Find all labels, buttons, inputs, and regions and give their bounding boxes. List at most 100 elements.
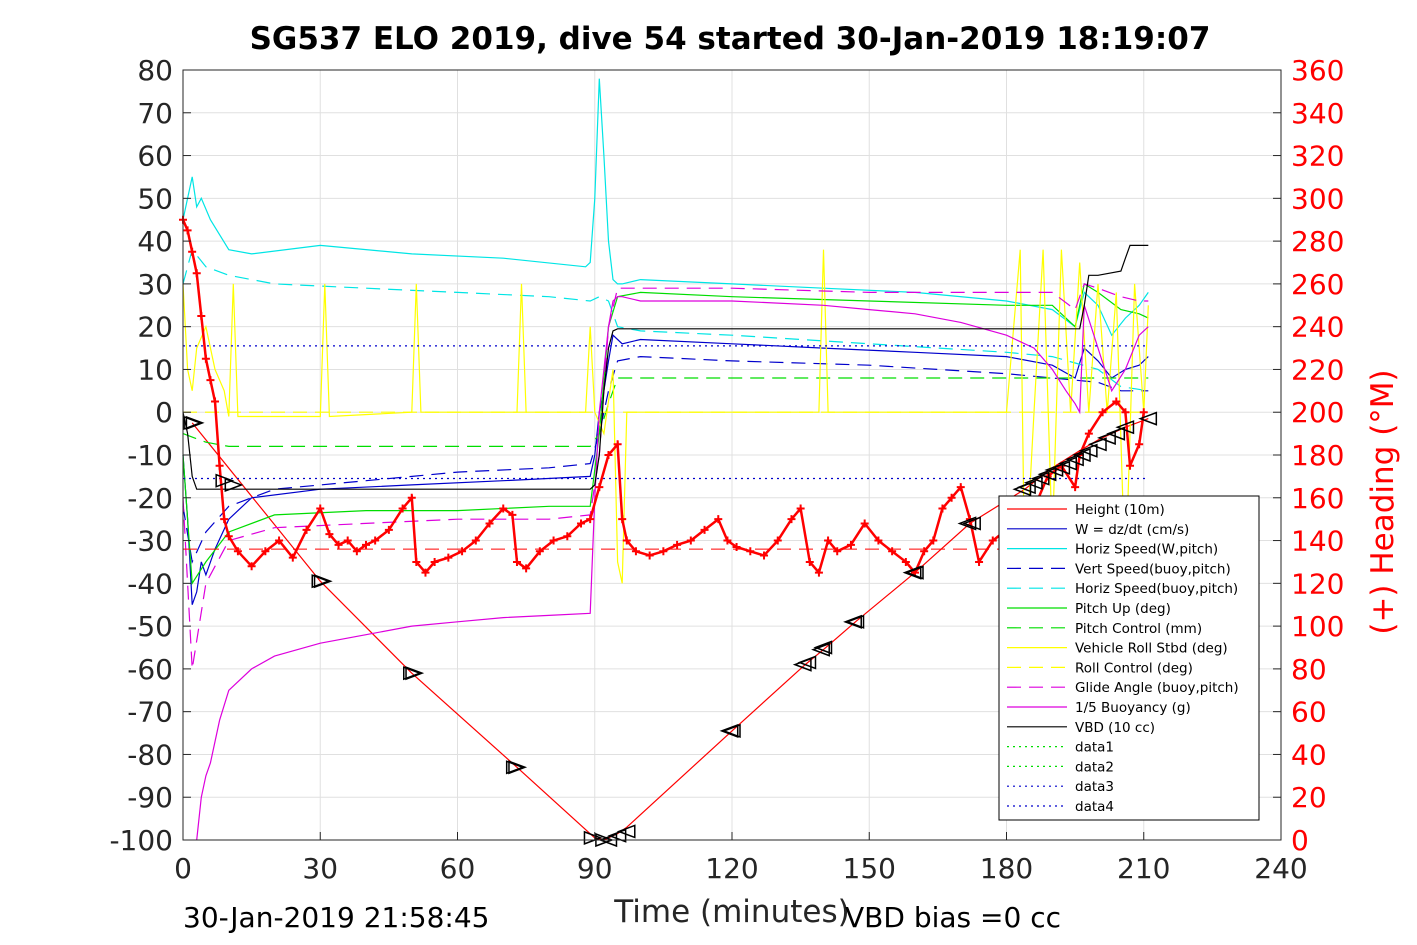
y-tick-label: -100 (109, 824, 173, 857)
heading-point (1098, 408, 1107, 417)
heading-point (604, 451, 613, 459)
depth-marker (1115, 420, 1135, 435)
heading-point (824, 536, 833, 545)
y2-tick-label: 220 (1291, 353, 1344, 386)
x-tick-label: 60 (440, 852, 476, 885)
heading-point (645, 551, 654, 560)
legend-label: Roll Control (deg) (1075, 660, 1193, 676)
x-axis-label: Time (minutes) (613, 894, 849, 930)
depth-marker (719, 723, 739, 738)
depth-marker (311, 574, 331, 589)
heading-point (549, 536, 558, 545)
y-tick-label: 20 (137, 311, 173, 344)
heading-point (874, 536, 883, 545)
depth-marker (1071, 447, 1091, 463)
heading-point (586, 515, 595, 524)
legend-label: data3 (1075, 779, 1114, 795)
heading-point (1135, 440, 1144, 449)
heading-point (224, 532, 233, 541)
legend-label: Glide Angle (buoy,pitch) (1075, 680, 1239, 696)
y2-tick-label: 180 (1291, 439, 1344, 472)
y2-tick-label: 120 (1291, 567, 1344, 600)
heading-trace (181, 219, 1146, 576)
legend-label: VBD (10 cc) (1075, 720, 1155, 736)
depth-marker (405, 666, 425, 681)
heading-point (714, 515, 723, 524)
heading-point (522, 564, 531, 573)
y2-tick-label: 140 (1291, 525, 1344, 558)
heading-point (362, 540, 370, 549)
depth-marker (1051, 460, 1071, 475)
heading-point (920, 547, 929, 556)
y-tick-label: -30 (127, 525, 173, 558)
y-tick-label: -20 (127, 482, 173, 515)
series-line-pitch-control-mm (182, 377, 1149, 447)
heading-point (732, 542, 741, 551)
y-tick-label: 50 (137, 182, 173, 215)
y2-tick-label: 260 (1291, 268, 1344, 301)
y2-tick-label: 340 (1291, 97, 1344, 130)
legend: Height (10m) W = dz/dt (cm/s) Horiz Speed(… (998, 495, 1260, 821)
heading-point (499, 504, 508, 513)
depth-marker (1023, 475, 1043, 490)
heading-point (746, 547, 755, 556)
heading-point (371, 536, 380, 545)
heading-point (215, 461, 224, 470)
depth-marker (797, 655, 817, 670)
y-tick-label: 60 (137, 140, 173, 173)
legend-label: data1 (1075, 740, 1114, 756)
x-tick-label: 240 (1254, 852, 1307, 885)
series-layer (182, 78, 1149, 841)
legend-label: Pitch Up (deg) (1075, 601, 1171, 617)
y2-tick-label: 280 (1291, 225, 1344, 258)
heading-point (211, 397, 220, 406)
legend-label: Vert Speed(buoy,pitch) (1075, 561, 1231, 577)
heading-point (197, 311, 206, 320)
depth-marker (811, 642, 830, 657)
heading-point (796, 504, 805, 513)
x-axis-ticks: 0 30 60 90 120 150 180 210 240 (174, 832, 1308, 885)
heading-point (673, 540, 682, 549)
heading-point (1121, 408, 1130, 417)
heading-point (938, 504, 947, 513)
depth-marker (1078, 443, 1098, 458)
y2-tick-label: 80 (1291, 653, 1327, 686)
y-tick-label: 10 (137, 353, 173, 386)
heading-point (846, 540, 855, 549)
y-tick-label: 70 (137, 97, 173, 130)
y2-tick-label: 320 (1291, 140, 1344, 173)
depth-marker (843, 614, 862, 629)
depth-marker (1058, 456, 1078, 471)
series-line-glide-angle-buoy-pitch (182, 283, 1149, 669)
legend-label: Vehicle Roll Stbd (deg) (1075, 641, 1228, 657)
y-tick-label: -90 (127, 781, 173, 814)
depth-marker (583, 830, 603, 845)
depth-marker (1138, 411, 1158, 426)
heading-point (833, 547, 842, 556)
y2-tick-label: 20 (1291, 781, 1327, 814)
heading-point (535, 547, 544, 556)
heading-point (975, 557, 984, 566)
heading-point (1112, 397, 1121, 406)
legend-label: Horiz Speed(buoy,pitch) (1075, 581, 1238, 597)
legend-label: data2 (1075, 759, 1114, 775)
heading-point (316, 504, 325, 513)
y-tick-label: -70 (127, 696, 173, 729)
depth-marker (1030, 471, 1050, 486)
heading-point (220, 515, 229, 524)
heading-point (444, 553, 453, 562)
heading-point (206, 376, 215, 385)
y-tick-label: -40 (127, 567, 173, 600)
heading-point (700, 525, 709, 534)
depth-marker (607, 828, 627, 843)
depth-marker (505, 760, 525, 775)
heading-point (398, 504, 407, 513)
heading-point (407, 493, 416, 502)
legend-label: 1/5 Buoyancy (g) (1075, 700, 1191, 716)
x-tick-label: 180 (980, 852, 1033, 885)
y2-tick-label: 100 (1291, 610, 1344, 643)
heading-point (723, 536, 732, 545)
depth-marker (1106, 426, 1126, 441)
depth-marker (962, 516, 981, 531)
series-line-vehicle-roll-stbd-deg (182, 249, 1149, 584)
